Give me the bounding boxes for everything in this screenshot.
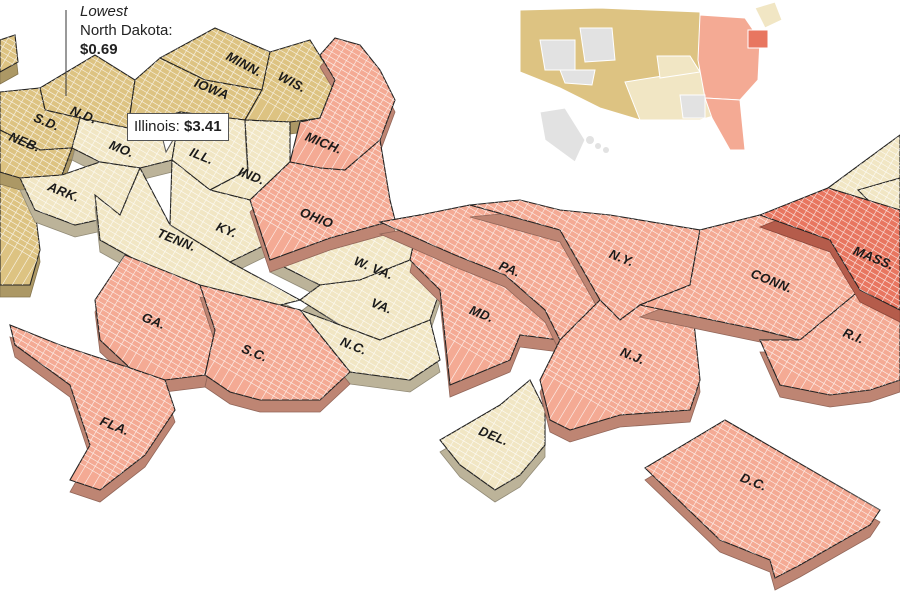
inset-region-11 (679, 94, 706, 119)
illinois-state: Illinois: (134, 118, 180, 135)
inset-region-2 (539, 39, 576, 71)
state-ky-label: KY. (214, 219, 239, 241)
inset-region-10 (754, 1, 783, 29)
inset-region-3 (579, 27, 616, 63)
inset-region-7 (697, 14, 761, 101)
inset-island-2 (595, 143, 601, 149)
lowest-heading: Lowest (80, 3, 128, 20)
us-overview-inset-map (519, 1, 783, 163)
illinois-price: $3.41 (184, 118, 222, 135)
inset-region-9 (747, 29, 769, 49)
inset-region-12 (539, 107, 586, 163)
inset-region-4 (559, 69, 596, 86)
illinois-price-callout: Illinois: $3.41 (127, 113, 229, 141)
state-fla-shape (9, 324, 176, 491)
inset-region-8 (704, 97, 746, 151)
state-dc-shape (644, 419, 881, 579)
lowest-price: $0.69 (80, 41, 118, 58)
state-ri-label: R.I. (841, 325, 866, 347)
state-del-shape (439, 379, 546, 491)
state-sc-shape (199, 284, 351, 401)
inset-island-3 (603, 147, 609, 153)
inset-island-1 (586, 136, 594, 144)
lowest-price-callout: Lowest North Dakota: $0.69 (80, 2, 173, 59)
lowest-state: North Dakota: (80, 22, 173, 39)
